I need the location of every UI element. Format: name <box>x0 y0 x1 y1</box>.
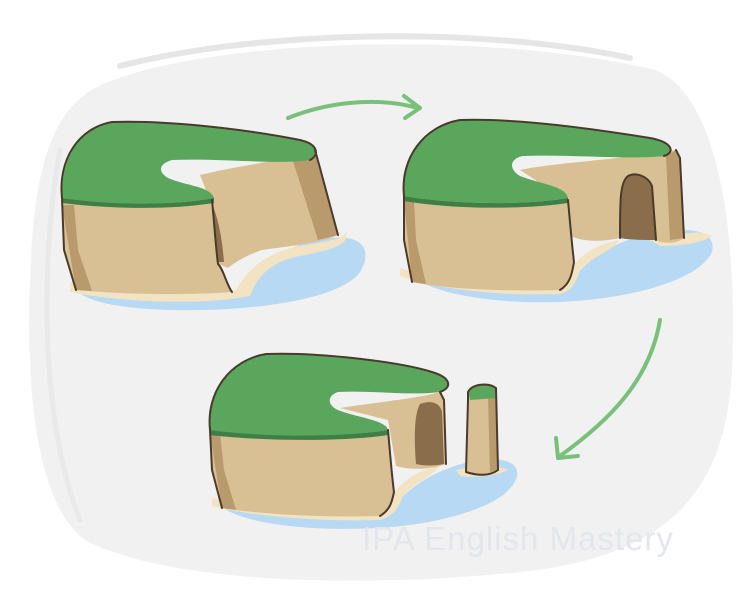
stage-1-grass <box>61 121 316 204</box>
stage-2-arch-opening <box>620 174 656 240</box>
watermark: IPA English Mastery <box>362 520 674 557</box>
stage-3-cave <box>414 402 444 466</box>
stage-2-water <box>402 230 713 303</box>
stage-2-grass <box>403 119 671 204</box>
stage-3-sea-stack <box>208 352 518 529</box>
sea-stack <box>465 383 499 476</box>
stage-1-cliff-front <box>62 198 232 295</box>
stage-2-arch <box>520 150 684 243</box>
stage-3-water <box>214 459 518 529</box>
arrow-stage1-to-stage2 <box>286 94 422 120</box>
stage-3-grass <box>209 353 449 436</box>
stage-3-cliff-front <box>210 430 394 517</box>
stage-1-headland-cave <box>60 120 366 311</box>
stage-2-cliff-front <box>404 196 574 291</box>
stage-2-sea-arch <box>400 118 713 303</box>
arrow-stage2-to-stage3 <box>554 318 662 460</box>
stage-1-beach <box>70 232 347 302</box>
